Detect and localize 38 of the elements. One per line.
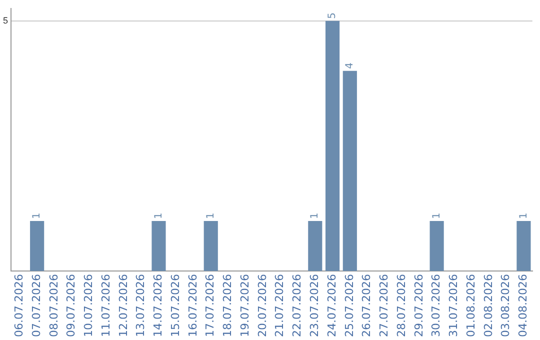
x-tick-label: 21.07.2026 — [273, 274, 286, 338]
x-tick-label: 04.08.2026 — [516, 274, 530, 338]
x-tick-label: 09.07.2026 — [64, 274, 78, 338]
x-tick-label: 18.07.2026 — [221, 274, 234, 338]
x-tick-label: 06.07.2026 — [12, 274, 26, 338]
x-tick-label: 31.07.2026 — [447, 274, 460, 338]
data-label: 1 — [518, 212, 530, 219]
x-tick-label: 27.07.2026 — [378, 274, 391, 338]
data-label: 5 — [327, 12, 338, 19]
x-tick-label: 08.07.2026 — [47, 274, 60, 338]
x-tick-label: 25.07.2026 — [342, 274, 356, 338]
x-tick-label: 10.07.2026 — [82, 274, 96, 338]
data-label: 1 — [431, 212, 442, 219]
x-tick-label: 30.07.2026 — [430, 274, 443, 338]
x-tick-label: 20.07.2026 — [256, 274, 269, 338]
x-tick-label: 16.07.2026 — [186, 274, 200, 338]
x-tick-label: 15.07.2026 — [168, 274, 182, 338]
x-tick-label: 01.08.2026 — [464, 274, 478, 338]
data-label: 4 — [344, 62, 356, 69]
x-tick-label: 02.08.2026 — [482, 274, 495, 338]
x-tick-label: 03.08.2026 — [499, 274, 512, 338]
x-tick-label: 28.07.2026 — [394, 274, 408, 338]
x-tick-label: 19.07.2026 — [238, 274, 252, 338]
x-tick-label: 13.07.2026 — [134, 274, 148, 338]
x-tick-label: 29.07.2026 — [412, 274, 426, 338]
x-tick-label: 24.07.2026 — [325, 274, 338, 338]
data-label: 1 — [32, 212, 43, 219]
x-tick-label: 11.07.2026 — [99, 274, 112, 338]
x-tick-label: 22.07.2026 — [290, 274, 304, 338]
x-tick-label: 26.07.2026 — [360, 274, 374, 338]
x-tick-label: 07.07.2026 — [30, 274, 43, 338]
data-label: 1 — [205, 212, 216, 219]
x-tick-label: 14.07.2026 — [152, 274, 165, 338]
data-label: 1 — [153, 212, 164, 219]
x-tick-label: 12.07.2026 — [116, 274, 130, 338]
data-label: 1 — [310, 212, 321, 219]
x-tick-label: 17.07.2026 — [204, 274, 217, 338]
x-tick-label: 23.07.2026 — [308, 274, 322, 338]
